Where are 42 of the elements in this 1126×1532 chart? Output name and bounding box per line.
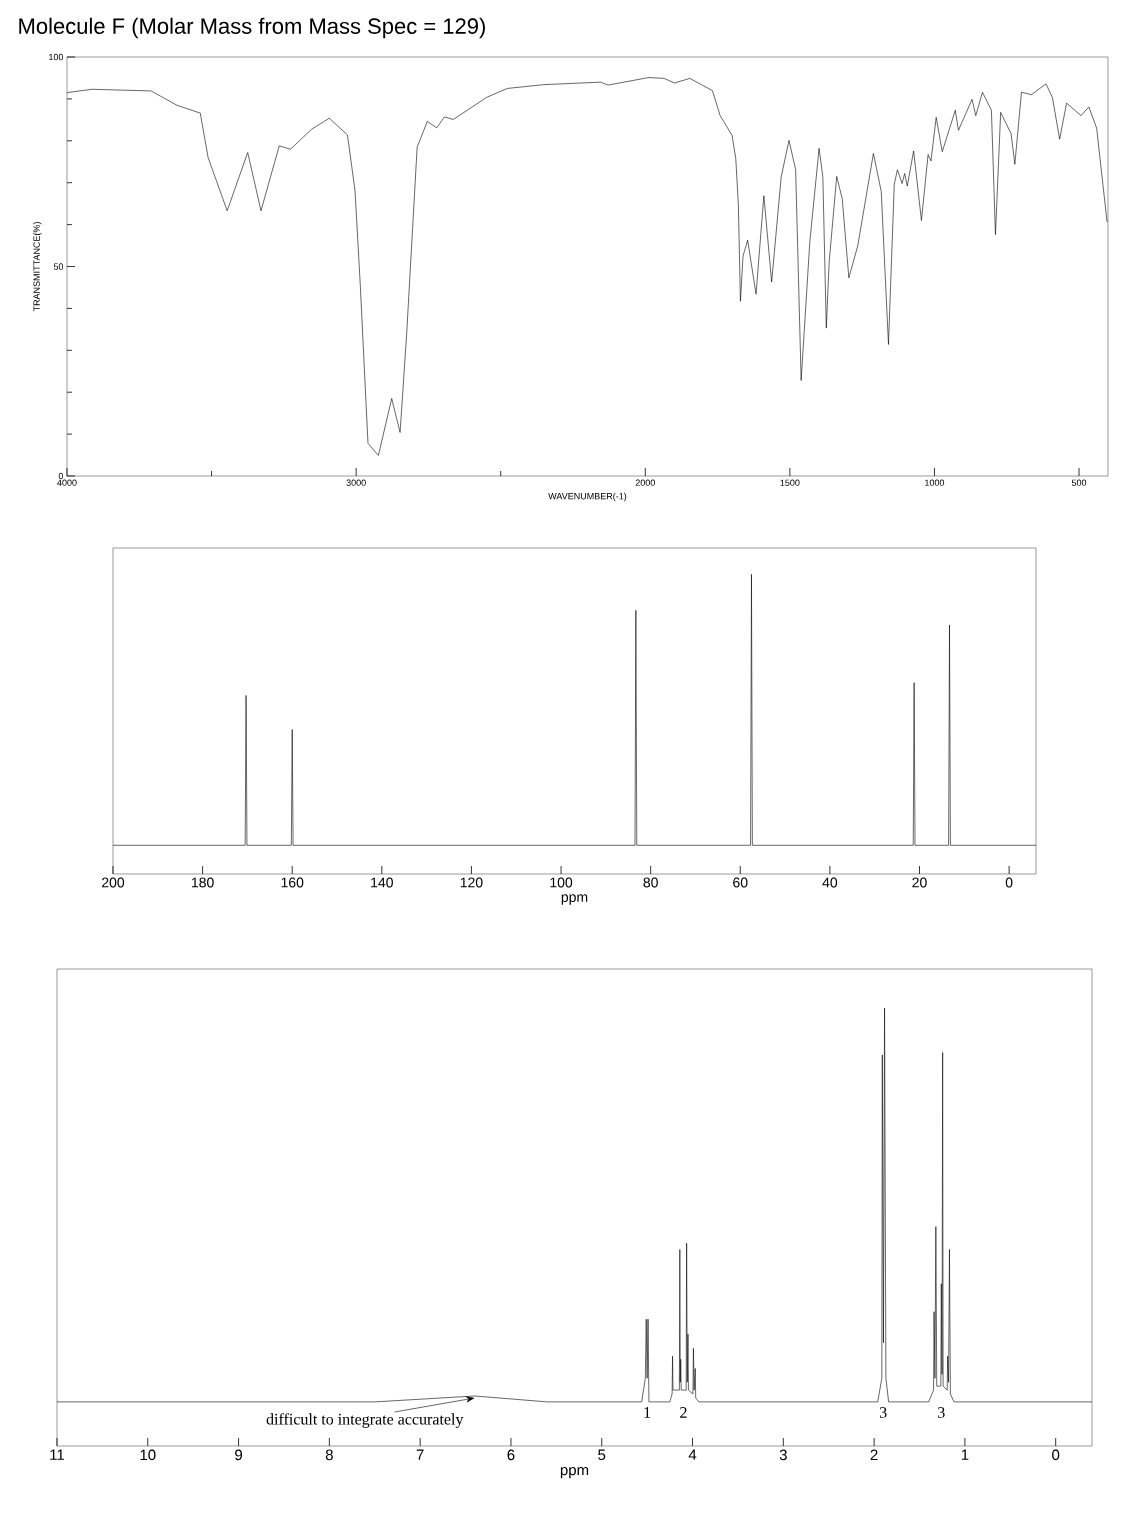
x-tick-label: 40 [822,877,838,888]
text: 1 [644,1407,651,1418]
annotation: difficult to integrate accurately [266,1413,464,1428]
y-tick-label: 50 [53,263,64,270]
x-tick-label: 2000 [635,479,655,486]
text: 3 [879,1407,887,1418]
x-tick-label: 180 [191,877,214,888]
y-tick-label: 0 [58,472,64,480]
x-tick-label: 0 [1005,877,1013,888]
x-tick-label: 80 [643,877,658,888]
x-tick-label: 8 [325,1449,333,1461]
x-axis-title: ppm [560,1467,589,1479]
y-axis-title: TRANSMITTANCE(%) [33,222,42,312]
x-tick-label: 4 [688,1449,697,1460]
x-tick-label: 11 [50,1449,65,1460]
x-tick-label: 1000 [925,479,945,486]
x-tick-label: 3000 [346,479,366,486]
chart-title: Molecule F (Molar Mass from Mass Spec = 129) [19,17,485,39]
x-tick-label: 1 [961,1449,969,1460]
x-tick-label: 160 [281,877,304,888]
x-tick-label: 4000 [57,479,77,486]
x-axis-title: WAVENUMBER(-1) [548,492,627,502]
x-tick-label: 0 [1052,1449,1060,1461]
x-tick-label: 9 [235,1449,243,1461]
x-tick-label: 120 [460,877,483,888]
x-tick-label: 5 [598,1449,606,1461]
x-tick-label: 6 [507,1449,515,1461]
x-tick-label: 60 [733,877,748,888]
x-tick-label: 3 [779,1449,787,1461]
x-tick-label: 500 [1071,479,1087,486]
x-tick-label: 20 [912,877,927,888]
x-tick-label: 100 [550,877,573,888]
text: 2 [680,1407,687,1418]
y-tick-label: 100 [49,53,64,61]
text: 3 [938,1407,945,1418]
x-tick-label: 140 [371,877,393,888]
x-tick-label: 7 [416,1449,424,1460]
x-tick-label: 2 [870,1449,878,1461]
x-tick-label: 10 [140,1449,156,1461]
x-axis-title: ppm [561,894,588,905]
x-tick-label: 200 [102,877,125,888]
x-tick-label: 1500 [780,479,800,486]
